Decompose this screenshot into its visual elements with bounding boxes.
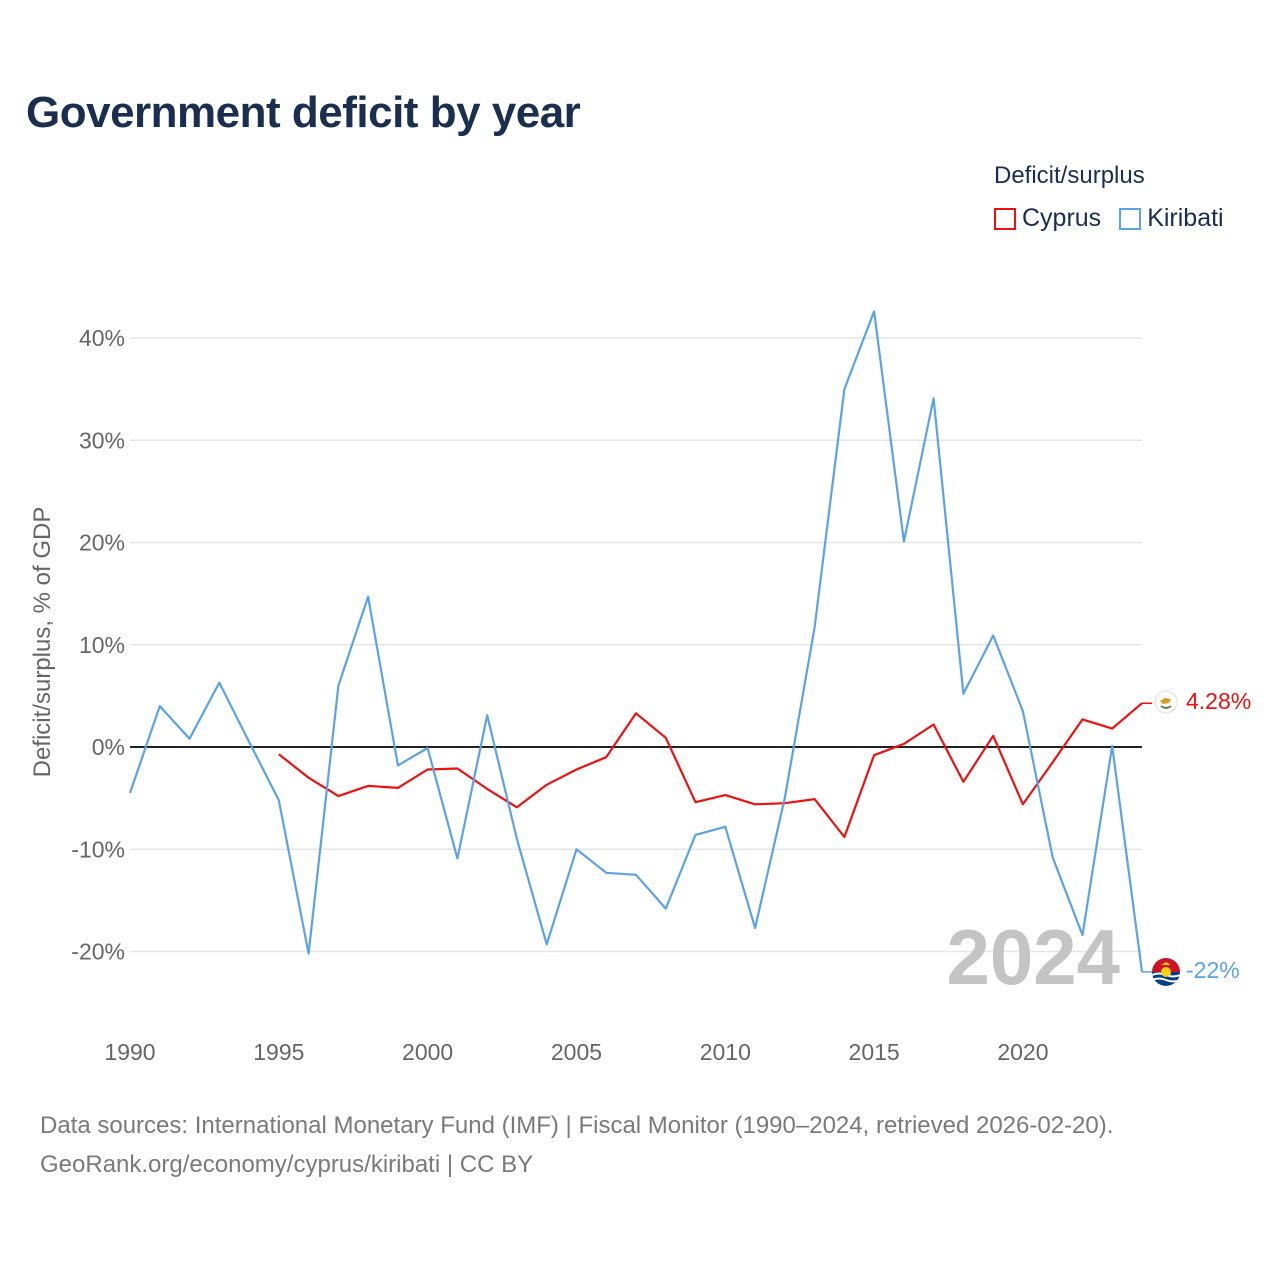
kiribati-end-label: -22% (1186, 957, 1240, 983)
y-axis-ticks: -20% -10% 0% 10% 20% 30% 40% (71, 325, 125, 965)
year-watermark: 2024 (946, 913, 1120, 1001)
chart-title: Government deficit by year (26, 88, 581, 137)
series-line-kiribati (128, 310, 1144, 973)
series-lines (128, 310, 1152, 973)
y-tick-label: 0% (92, 734, 125, 760)
legend-swatch-cyprus (994, 207, 1016, 230)
y-axis-label: Deficit/surplus, % of GDP (29, 507, 56, 778)
legend-item-cyprus[interactable]: Cyprus (994, 204, 1101, 233)
y-tick-label: 20% (79, 530, 125, 556)
x-tick-label: 2010 (700, 1039, 751, 1065)
cyprus-end-label: 4.28% (1186, 688, 1251, 714)
series-line-cyprus (278, 702, 1143, 839)
gridlines (130, 337, 1142, 953)
data-source-line: Data sources: International Monetary Fun… (40, 1112, 1114, 1139)
legend: Cyprus Kiribati (994, 204, 1242, 233)
y-tick-label: -20% (71, 939, 125, 965)
y-tick-label: 10% (79, 632, 125, 658)
x-tick-label: 2000 (402, 1039, 453, 1065)
legend-item-kiribati[interactable]: Kiribati (1119, 204, 1224, 233)
line-chart: -20% -10% 0% 10% 20% 30% 40% 1990 1995 2000 2005 2… (29, 310, 1251, 1065)
legend-swatch-kiribati (1119, 207, 1142, 230)
footer: Data sources: International Monetary Fun… (40, 1106, 1113, 1184)
x-tick-label: 2015 (849, 1039, 900, 1065)
legend-label-kiribati: Kiribati (1147, 204, 1224, 232)
x-tick-label: 1990 (104, 1039, 155, 1065)
y-tick-label: 30% (79, 427, 125, 453)
legend-label-cyprus: Cyprus (1022, 204, 1102, 232)
cyprus-flag-icon (1154, 690, 1178, 714)
attribution-line: GeoRank.org/economy/cyprus/kiribati | CC… (40, 1151, 534, 1178)
y-tick-label: 40% (79, 325, 125, 351)
y-tick-label: -10% (71, 836, 125, 862)
end-markers: 4.28% -22% (1152, 688, 1251, 986)
x-tick-label: 1995 (253, 1039, 304, 1065)
x-tick-label: 2005 (551, 1039, 602, 1065)
x-tick-label: 2020 (997, 1039, 1048, 1065)
x-axis-ticks: 1990 1995 2000 2005 2010 2015 2020 (104, 1039, 1048, 1065)
legend-title: Deficit/surplus (994, 162, 1145, 189)
kiribati-flag-icon (1152, 958, 1180, 986)
